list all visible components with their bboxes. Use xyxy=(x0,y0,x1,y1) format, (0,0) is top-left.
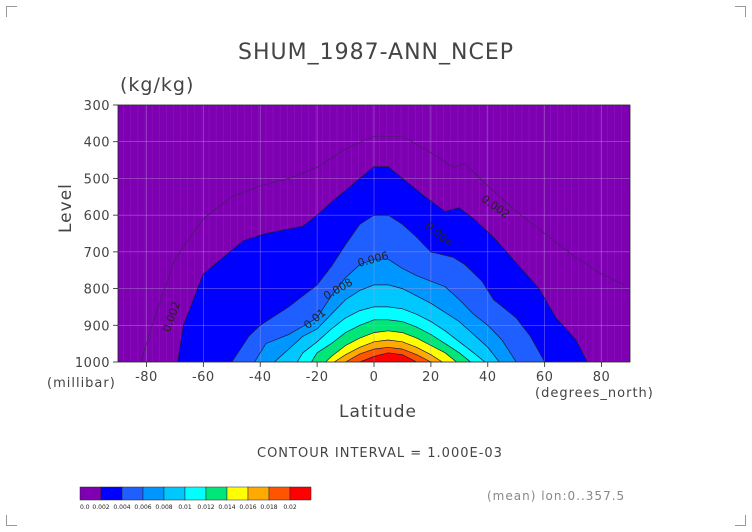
colorbar-label: 0.004 xyxy=(113,504,130,511)
x-tick-label: -80 xyxy=(135,370,158,385)
contour-line xyxy=(311,319,471,362)
corner-mark-top-left xyxy=(6,6,17,17)
colorbar-swatch xyxy=(247,486,270,501)
colorbar-swatch xyxy=(163,486,186,501)
colorbar-label: 0.016 xyxy=(239,504,256,511)
y-axis-units: (millibar) xyxy=(47,376,116,391)
colorbar-label: 0.002 xyxy=(92,504,109,511)
colorbar-label: 0.01 xyxy=(178,504,192,511)
contour-line xyxy=(359,352,417,362)
colorbar-swatch xyxy=(184,486,207,501)
x-tick-label: 20 xyxy=(422,370,440,385)
x-tick-label: -20 xyxy=(306,370,329,385)
x-tick-label: -60 xyxy=(192,370,215,385)
contour-line xyxy=(274,284,500,362)
contour-line-0001 xyxy=(140,135,625,362)
colorbar-swatch xyxy=(268,486,291,501)
contour-line xyxy=(177,166,588,362)
colorbar-label: 0.014 xyxy=(218,504,235,511)
chart-title: SHUM_1987-ANN_NCEP xyxy=(238,40,514,65)
y-tick-label: 500 xyxy=(84,172,110,187)
contour-line xyxy=(325,330,457,362)
colorbar-label: 0.006 xyxy=(134,504,151,511)
contour-line xyxy=(231,214,546,362)
colorbar-swatch xyxy=(121,486,144,501)
contour-line xyxy=(254,258,517,362)
contour-line xyxy=(296,306,486,362)
colorbar-label: 0.018 xyxy=(260,504,277,511)
colorbar-label: 0.0 xyxy=(80,504,90,511)
colorbar-swatch xyxy=(289,486,312,501)
y-tick-label: 1000 xyxy=(75,356,110,371)
y-tick-label: 700 xyxy=(84,246,110,261)
colorbar-swatch xyxy=(226,486,249,501)
colorbar-swatch xyxy=(205,486,228,501)
y-tick-label: 600 xyxy=(84,209,110,224)
corner-mark-top-right xyxy=(735,6,746,17)
colorbar-label: 0.008 xyxy=(155,504,172,511)
colorbar-label: 0.02 xyxy=(283,504,297,511)
x-axis-units: (degrees_north) xyxy=(535,386,654,401)
x-tick-label: 0 xyxy=(370,370,379,385)
corner-mark-bottom-left xyxy=(6,515,17,526)
corner-mark-bottom-right xyxy=(735,515,746,526)
colorbar-swatch xyxy=(100,486,123,501)
units-label: (kg/kg) xyxy=(120,74,195,96)
x-axis-label: Latitude xyxy=(339,402,417,422)
x-tick-label: 60 xyxy=(536,370,554,385)
x-tick-label: 40 xyxy=(479,370,497,385)
contour-line xyxy=(345,346,432,362)
contour-line xyxy=(334,339,443,362)
y-tick-label: 900 xyxy=(84,319,110,334)
colorbar-swatch xyxy=(142,486,165,501)
x-tick-label: -40 xyxy=(249,370,272,385)
contour-interval-text: CONTOUR INTERVAL = 1.000E-03 xyxy=(257,446,503,461)
y-axis-label: Level xyxy=(56,183,76,233)
y-tick-label: 800 xyxy=(84,283,110,298)
colorbar-label: 0.012 xyxy=(197,504,214,511)
y-tick-label: 400 xyxy=(84,136,110,151)
y-tick-label: 300 xyxy=(84,99,110,114)
footer-note: (mean) lon:0..357.5 xyxy=(487,489,626,503)
colorbar-swatch xyxy=(79,486,102,501)
x-tick-label: 80 xyxy=(593,370,611,385)
